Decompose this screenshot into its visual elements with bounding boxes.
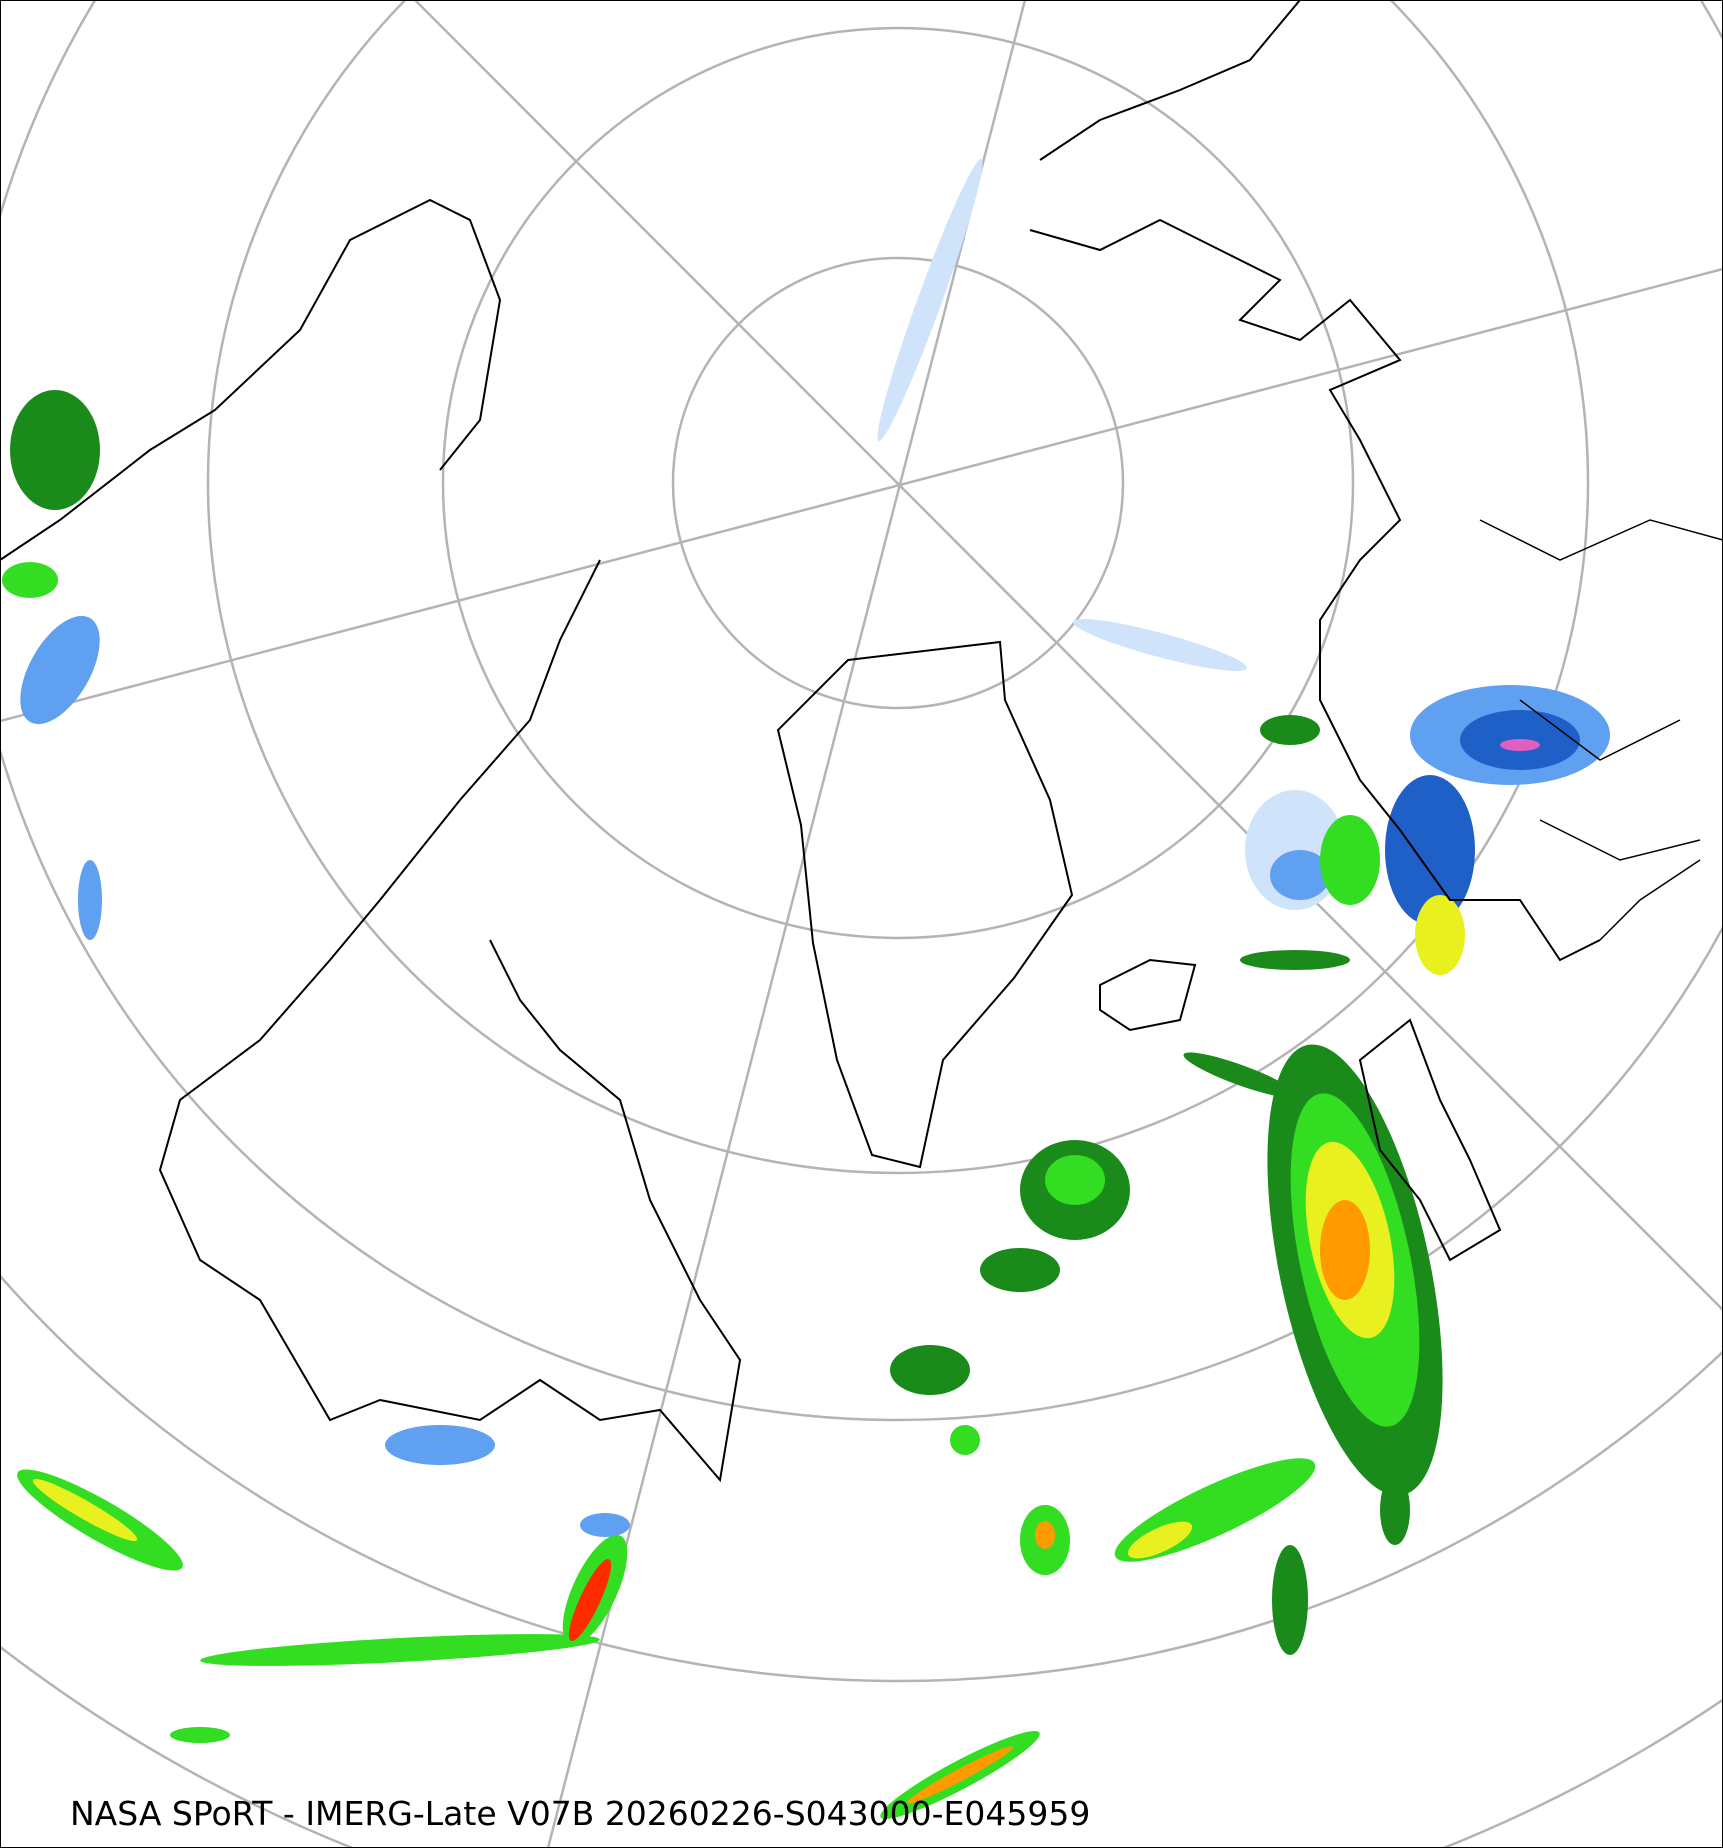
meridian-line <box>414 0 1723 1311</box>
precip-area <box>1415 895 1465 975</box>
latitude-circle <box>441 26 1355 940</box>
latitude-circle <box>671 256 1125 710</box>
precip-area <box>170 1727 230 1743</box>
precip-area <box>1073 618 1247 672</box>
precip-area <box>1320 815 1380 905</box>
precip-area <box>1320 1200 1370 1300</box>
latitude-circle <box>206 0 1590 1175</box>
precip-area <box>568 1558 612 1642</box>
precip-area <box>950 1425 980 1455</box>
precip-area <box>1272 1545 1308 1655</box>
uk-coastline <box>1358 1018 1502 1262</box>
precip-area <box>1127 1521 1193 1559</box>
latitude-circle <box>0 1275 1723 1683</box>
precip-area <box>580 1513 630 1537</box>
precip-area <box>1500 739 1540 751</box>
precip-area <box>1045 1155 1105 1205</box>
precip-area <box>1035 1521 1055 1549</box>
meridian-line <box>0 267 1723 723</box>
precip-area <box>1183 1052 1297 1098</box>
precip-area <box>32 1479 138 1541</box>
precip-area <box>877 158 983 442</box>
north-america-coastline <box>0 198 742 1483</box>
map-caption: NASA SPoRT - IMERG-Late V07B 20260226-S0… <box>70 1794 1091 1833</box>
precip-area <box>200 1634 600 1666</box>
meridian-line <box>546 0 1027 1848</box>
country-borders <box>1479 519 1723 941</box>
precip-area <box>20 615 100 725</box>
precip-area <box>1385 775 1475 925</box>
precip-area <box>890 1345 970 1395</box>
greenland-coastline <box>776 640 1074 1169</box>
precip-area <box>78 860 102 940</box>
precip-area <box>980 1248 1060 1292</box>
eurasia-coastline <box>1029 0 1601 962</box>
coastlines <box>0 0 1723 1483</box>
precip-area <box>1260 715 1320 745</box>
iceland-coastline <box>1099 958 1197 1032</box>
precip-area <box>1240 950 1350 970</box>
precip-area <box>1270 850 1330 900</box>
precip-area <box>1380 1475 1410 1545</box>
precip-area <box>10 390 100 510</box>
precip-area <box>2 562 58 598</box>
precip-area <box>906 1746 1014 1804</box>
precip-area <box>385 1425 495 1465</box>
latitude-circle <box>0 1645 1723 1848</box>
precipitation <box>2 158 1610 1820</box>
